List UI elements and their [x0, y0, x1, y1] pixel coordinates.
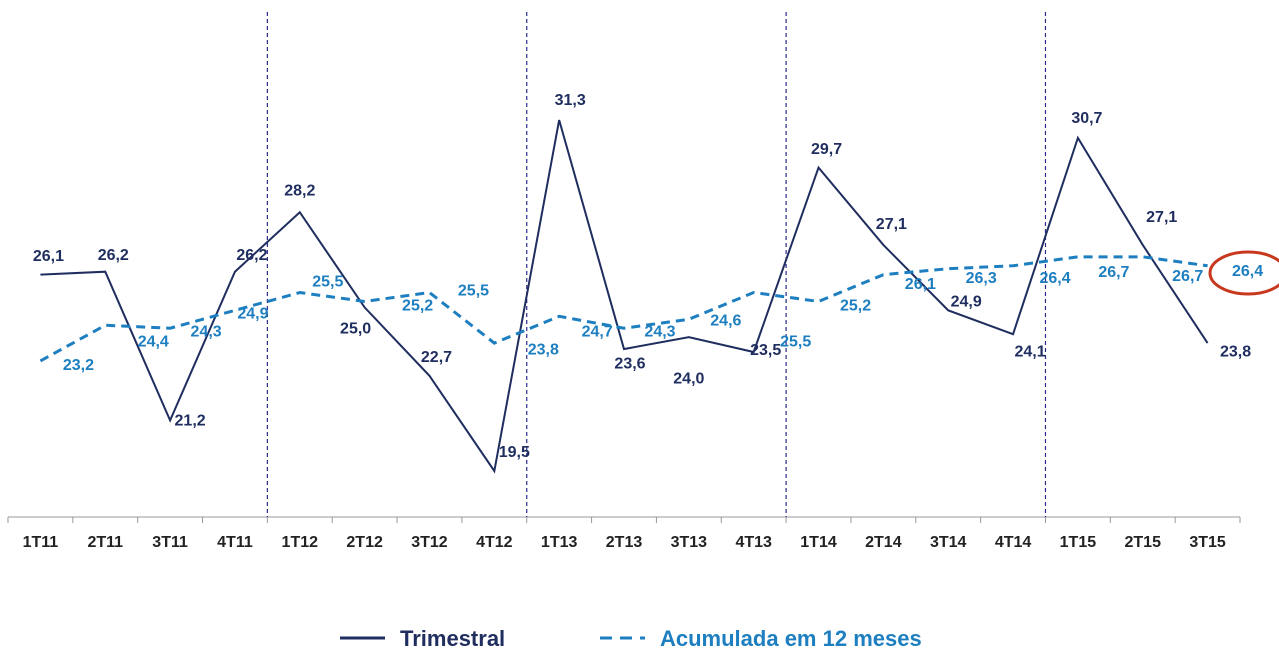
data-label: 24,3	[191, 323, 222, 340]
x-tick-label: 3T12	[411, 534, 448, 551]
data-label: 26,4	[1039, 270, 1070, 287]
data-label: 23,2	[63, 357, 94, 374]
x-tick-label: 2T12	[346, 534, 383, 551]
data-label: 24,3	[644, 323, 675, 340]
data-label: 26,1	[33, 248, 64, 265]
line-series	[39, 255, 1208, 363]
x-tick-label: 1T12	[282, 534, 319, 551]
data-label: 29,7	[811, 141, 842, 158]
data-label: 26,2	[236, 247, 267, 264]
data-label: 26,4	[1232, 263, 1263, 280]
x-tick-label: 4T13	[735, 534, 772, 551]
data-label: 25,0	[340, 321, 371, 338]
data-label: 26,1	[905, 276, 936, 293]
data-label: 26,7	[1098, 264, 1129, 281]
data-label: 28,2	[284, 182, 315, 199]
x-tick-label: 3T11	[152, 534, 188, 551]
data-label: 23,5	[750, 342, 781, 359]
data-label: 31,3	[555, 92, 586, 109]
data-label: 24,0	[673, 370, 704, 387]
data-label: 21,2	[175, 413, 206, 430]
data-label: 24,7	[582, 324, 613, 341]
x-tick-label: 4T14	[995, 534, 1032, 551]
data-label: 24,6	[710, 313, 741, 330]
highlight-circle	[1208, 250, 1279, 296]
data-label: 25,5	[780, 334, 811, 351]
data-label: 26,3	[966, 270, 997, 287]
x-tick-label: 2T13	[606, 534, 643, 551]
data-label: 30,7	[1071, 110, 1102, 127]
data-label: 25,5	[312, 274, 343, 291]
data-label: 27,1	[876, 216, 907, 233]
data-label: 25,2	[402, 298, 433, 315]
data-label: 25,2	[840, 298, 871, 315]
data-label: 26,2	[98, 247, 129, 264]
x-tick-label: 1T13	[541, 534, 578, 551]
data-label: 19,5	[499, 444, 530, 461]
legend-label: Acumulada em 12 meses	[660, 626, 922, 651]
x-tick-label: 4T12	[476, 534, 513, 551]
x-tick-label: 3T13	[671, 534, 708, 551]
data-label: 24,9	[951, 294, 982, 311]
x-tick-label: 1T14	[800, 534, 837, 551]
x-tick-label: 3T14	[930, 534, 967, 551]
data-label: 24,4	[138, 333, 169, 350]
data-label: 23,6	[614, 355, 645, 372]
x-tick-label: 1T15	[1060, 534, 1097, 551]
x-tick-label: 4T11	[217, 534, 253, 551]
data-label: 23,8	[528, 341, 559, 358]
x-tick-label: 1T11	[23, 534, 59, 551]
line-series	[40, 119, 1209, 474]
data-label: 26,7	[1172, 268, 1203, 285]
x-tick-label: 2T15	[1125, 534, 1162, 551]
x-tick-label: 3T15	[1189, 534, 1226, 551]
x-tick-label: 2T14	[865, 534, 902, 551]
legend-label: Trimestral	[400, 626, 505, 651]
data-label: 24,9	[237, 306, 268, 323]
data-label: 23,8	[1220, 343, 1251, 360]
data-label: 27,1	[1146, 209, 1177, 226]
data-label: 25,5	[458, 283, 489, 300]
x-tick-label: 2T11	[87, 534, 123, 551]
data-label: 24,1	[1014, 343, 1045, 360]
data-label: 22,7	[421, 349, 452, 366]
